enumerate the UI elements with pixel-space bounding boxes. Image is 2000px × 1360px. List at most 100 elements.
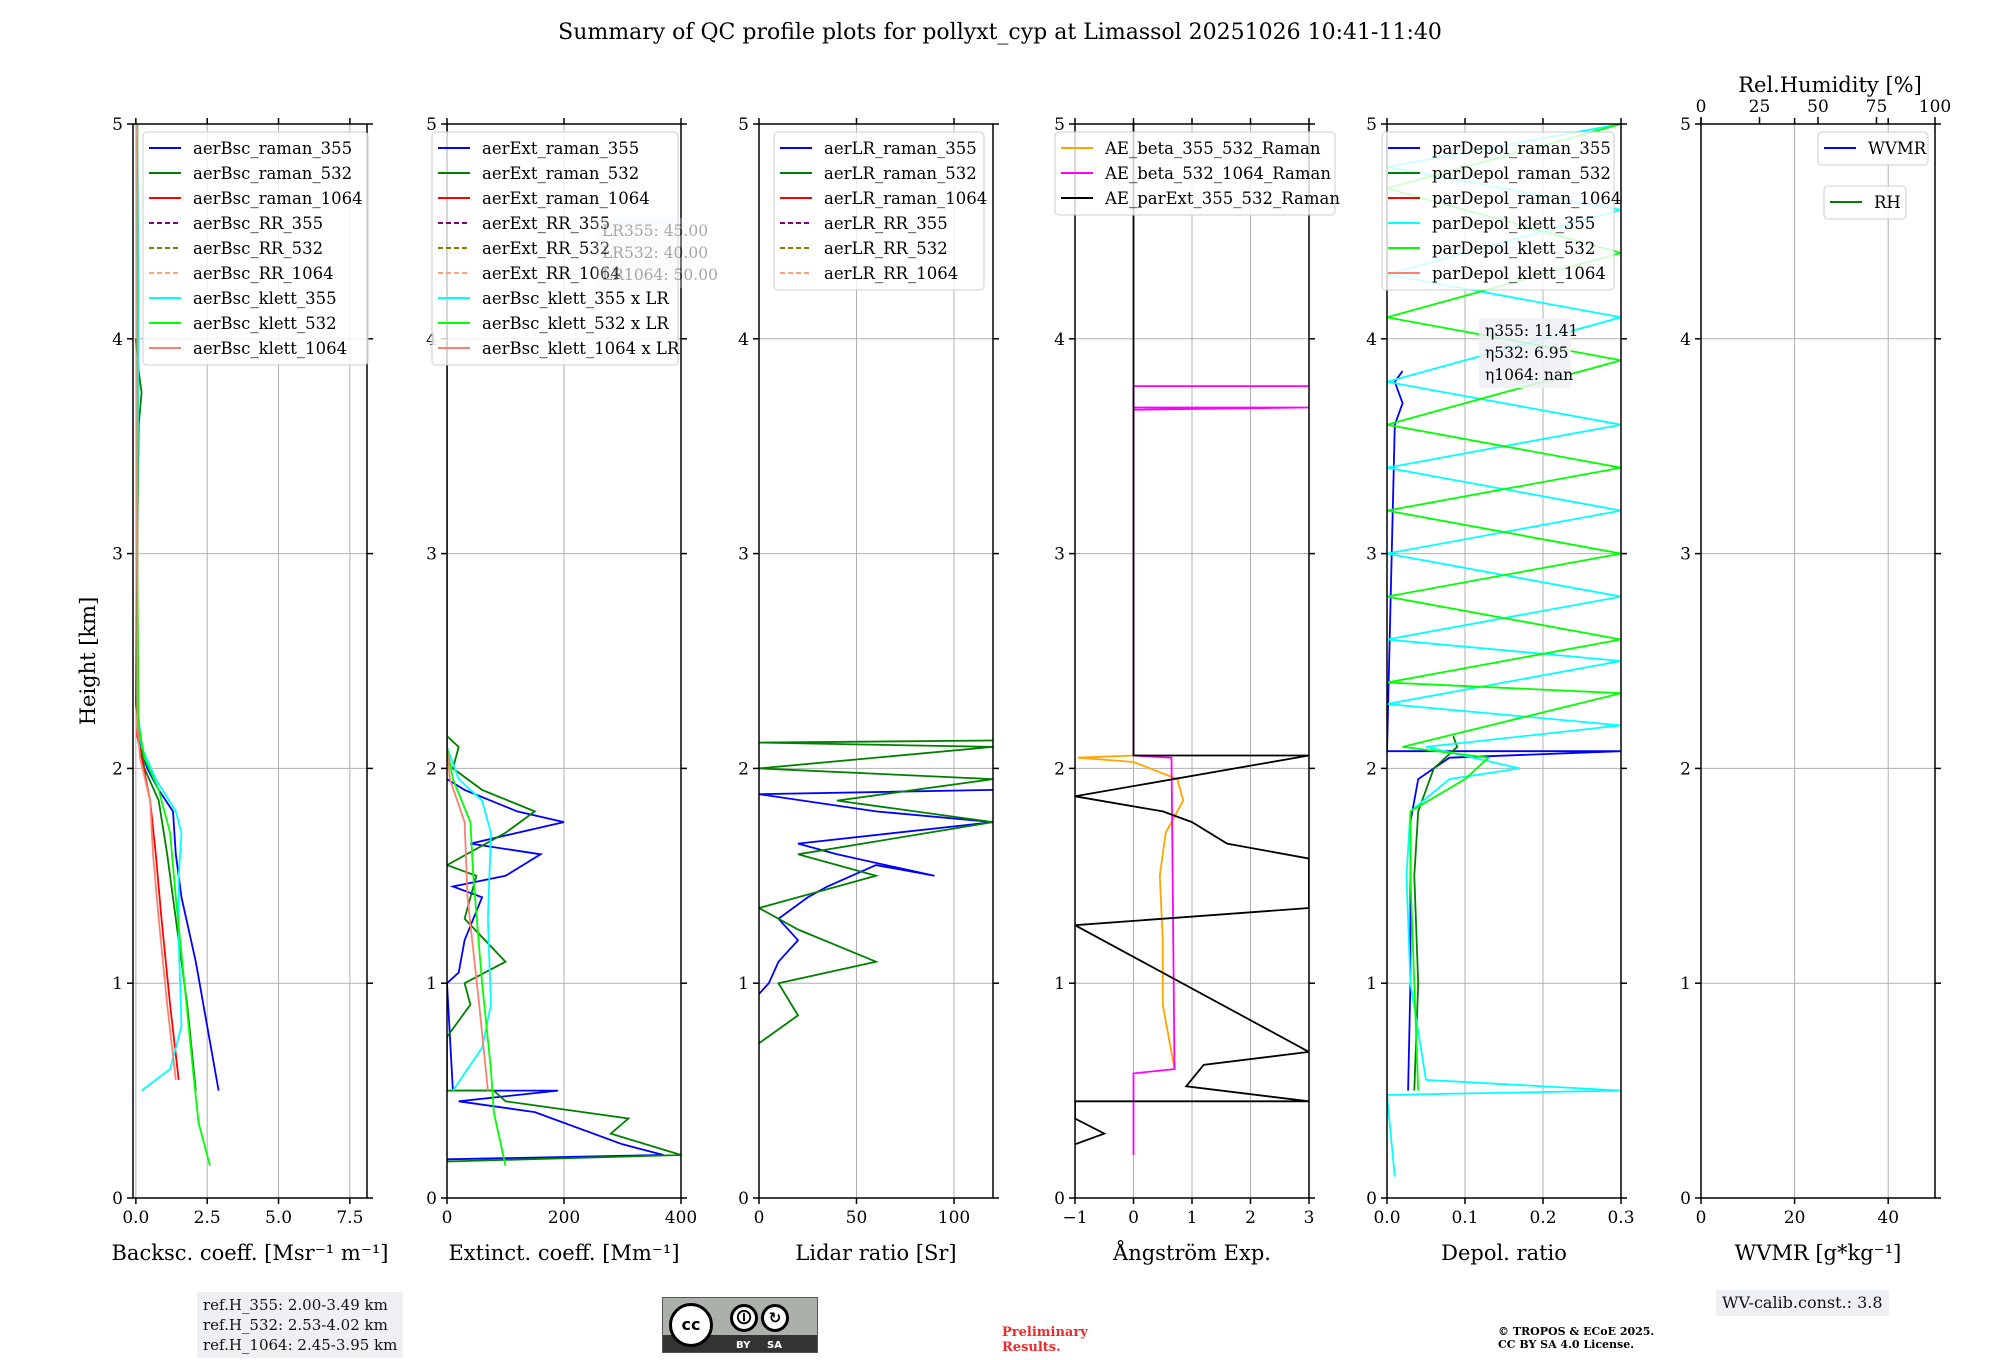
y-tick-label: 3: [1680, 545, 1691, 565]
legend: aerLR_raman_355 aerLR_raman_532 aerLR_rama…: [773, 131, 987, 291]
legend-label: aerBsc_klett_1064 x LR: [482, 339, 680, 358]
top-x-tick-label: 100: [1919, 97, 1951, 117]
y-tick-label: 2: [112, 759, 123, 779]
legend-label: aerExt_raman_355: [482, 139, 639, 158]
series-line-pardepol-raman-532: [1413, 735, 1459, 1091]
legend-label: aerLR_RR_355: [824, 214, 948, 233]
legend: aerBsc_raman_355 aerBsc_raman_532 aerBsc_r…: [142, 131, 369, 366]
y-tick-label: 4: [1054, 330, 1065, 350]
x-tick-label: 0.2: [1529, 1208, 1556, 1228]
legend-label: aerExt_RR_532: [482, 239, 610, 258]
legend-box: [1817, 131, 1929, 166]
legend-label: aerLR_RR_532: [824, 239, 948, 258]
x-tick-label: 400: [665, 1208, 697, 1228]
annotation-box: LR355: 45.00 LR532: 40.00 LR1064: 50.00: [596, 218, 718, 288]
top-x-tick-label: 0: [1696, 97, 1707, 117]
series-line-aerbsc-klett-1064-x-lr: [447, 746, 489, 1091]
y-tick-label: 3: [112, 545, 123, 565]
y-tick-label: 3: [426, 545, 437, 565]
legend-label: parDepol_raman_532: [1432, 164, 1611, 183]
series-line-aerext-raman-355: [447, 778, 664, 1161]
y-tick-label: 0: [1366, 1189, 1377, 1209]
x-tick-label: 0: [1696, 1208, 1707, 1228]
x-tick-label: −1: [1062, 1208, 1087, 1228]
x-tick-label: 2: [1245, 1208, 1256, 1228]
annotation-bg: [596, 218, 688, 288]
legend-label: aerExt_raman_1064: [482, 189, 650, 208]
legend-label: aerBsc_RR_532: [193, 239, 323, 258]
legend-label: RH: [1874, 193, 1901, 212]
y-tick-label: 5: [738, 115, 749, 135]
y-tick-label: 2: [1680, 759, 1691, 779]
x-tick-label: 2.5: [194, 1208, 221, 1228]
x-tick-label: 20: [1784, 1208, 1806, 1228]
annotation-text: LR1064: 50.00: [602, 266, 718, 284]
preliminary-results-note: Preliminary Results.: [1002, 1325, 1088, 1355]
annotation-text: η1064: nan: [1485, 366, 1573, 384]
x-tick-label: 0.3: [1607, 1208, 1634, 1228]
series-line-aerbsc-klett-532-x-lr: [447, 124, 507, 1166]
legend-label: aerBsc_klett_355 x LR: [482, 289, 669, 308]
legend-box: [142, 131, 369, 366]
y-tick-label: 4: [738, 330, 749, 350]
annotation-text: LR355: 45.00: [602, 222, 708, 240]
cc-sa-label: SA: [767, 1340, 782, 1351]
series-line-pardepol-raman-355: [1387, 370, 1621, 1091]
legend-label: aerBsc_raman_532: [193, 164, 352, 183]
panel-6: 0 20 40 0 1 2 3 4 5 WVMR [g*kg⁻¹] 0 25 50 75 100Rel.Hu…: [1680, 73, 1951, 1265]
x-axis-label: Depol. ratio: [1441, 1241, 1567, 1265]
copyright-note: © TROPOS & ECoE 2025. CC BY SA 4.0 Licen…: [1498, 1325, 1654, 1351]
axes-frame: [132, 123, 368, 1199]
y-tick-label: 2: [1366, 759, 1377, 779]
series-line-pardepol-klett-355: [1387, 124, 1621, 1177]
panel-5: 0.0 0.1 0.2 0.3 0 1 2 3 4 5 Depol. ratio parDepol_r…: [1366, 115, 1634, 1265]
copyright-line-2: CC BY SA 4.0 License.: [1498, 1338, 1635, 1351]
x-tick-label: 0.1: [1451, 1208, 1478, 1228]
y-tick-label: 4: [112, 330, 123, 350]
cc-by-label: BY: [736, 1340, 751, 1351]
cc-icon: cc: [669, 1303, 713, 1347]
legend-label: AE_beta_532_1064_Raman: [1104, 164, 1331, 183]
legend-label: parDepol_klett_1064: [1432, 264, 1606, 283]
top-x-tick-label: 75: [1866, 97, 1888, 117]
series-line-aerlr-raman-355: [759, 789, 993, 995]
legend: parDepol_raman_355 parDepol_raman_532 parD…: [1381, 131, 1621, 291]
x-tick-label: 200: [548, 1208, 580, 1228]
y-tick-label: 5: [1054, 115, 1065, 135]
legend-label: aerExt_RR_1064: [482, 264, 621, 283]
annotation-text: η355: 11.41: [1485, 322, 1578, 340]
x-axis-label: WVMR [g*kg⁻¹]: [1735, 1241, 1902, 1265]
y-tick-label: 1: [112, 974, 123, 994]
legend-label: aerLR_raman_1064: [824, 189, 987, 208]
y-tick-label: 0: [1054, 1189, 1065, 1209]
legend-label: aerBsc_raman_355: [193, 139, 352, 158]
y-tick-label: 4: [1680, 330, 1691, 350]
legend: WVMR: [1817, 131, 1929, 166]
legend-box: [773, 131, 985, 291]
legend: aerExt_raman_355 aerExt_raman_532 aerExt_r…: [431, 131, 680, 366]
panel-3: 0 50 100 0 1 2 3 4 5 Lidar ratio [Sr] aerLR_raman_…: [738, 115, 999, 1265]
panel-2: 0200400012345Extinct. coeff. [Mm⁻¹]aerEx…: [426, 115, 718, 1265]
axes-frame: [1386, 123, 1622, 1199]
y-tick-label: 2: [1054, 759, 1065, 779]
legend-box: [1823, 185, 1907, 220]
y-tick-label: 0: [1680, 1189, 1691, 1209]
y-tick-label: 5: [1680, 115, 1691, 135]
legend-box: [1381, 131, 1615, 291]
series-line-aerbsc-raman-532: [134, 338, 197, 1091]
x-axis-label: Lidar ratio [Sr]: [795, 1241, 956, 1265]
figure-title: Summary of QC profile plots for pollyxt_…: [558, 20, 1442, 45]
legend-label: aerLR_raman_532: [824, 164, 977, 183]
series-line-ae-parext-355-532-raman: [1075, 124, 1309, 1146]
series-line-aerext-raman-532: [447, 338, 681, 1163]
panel-1: 0.0 2.5 5.0 7.5 0 1 2 3 4 5 Backsc. coeff. [Msr⁻¹ …: [76, 115, 388, 1265]
legend-label: parDepol_raman_355: [1432, 139, 1611, 158]
series-line-aerlr-raman-532: [759, 739, 993, 1045]
x-tick-label: 3: [1304, 1208, 1315, 1228]
series-group: [447, 124, 681, 1166]
x-tick-label: 100: [938, 1208, 970, 1228]
legend-label: aerBsc_klett_355: [193, 289, 337, 308]
series-group: [759, 739, 993, 1045]
legend-label: WVMR: [1868, 139, 1927, 158]
